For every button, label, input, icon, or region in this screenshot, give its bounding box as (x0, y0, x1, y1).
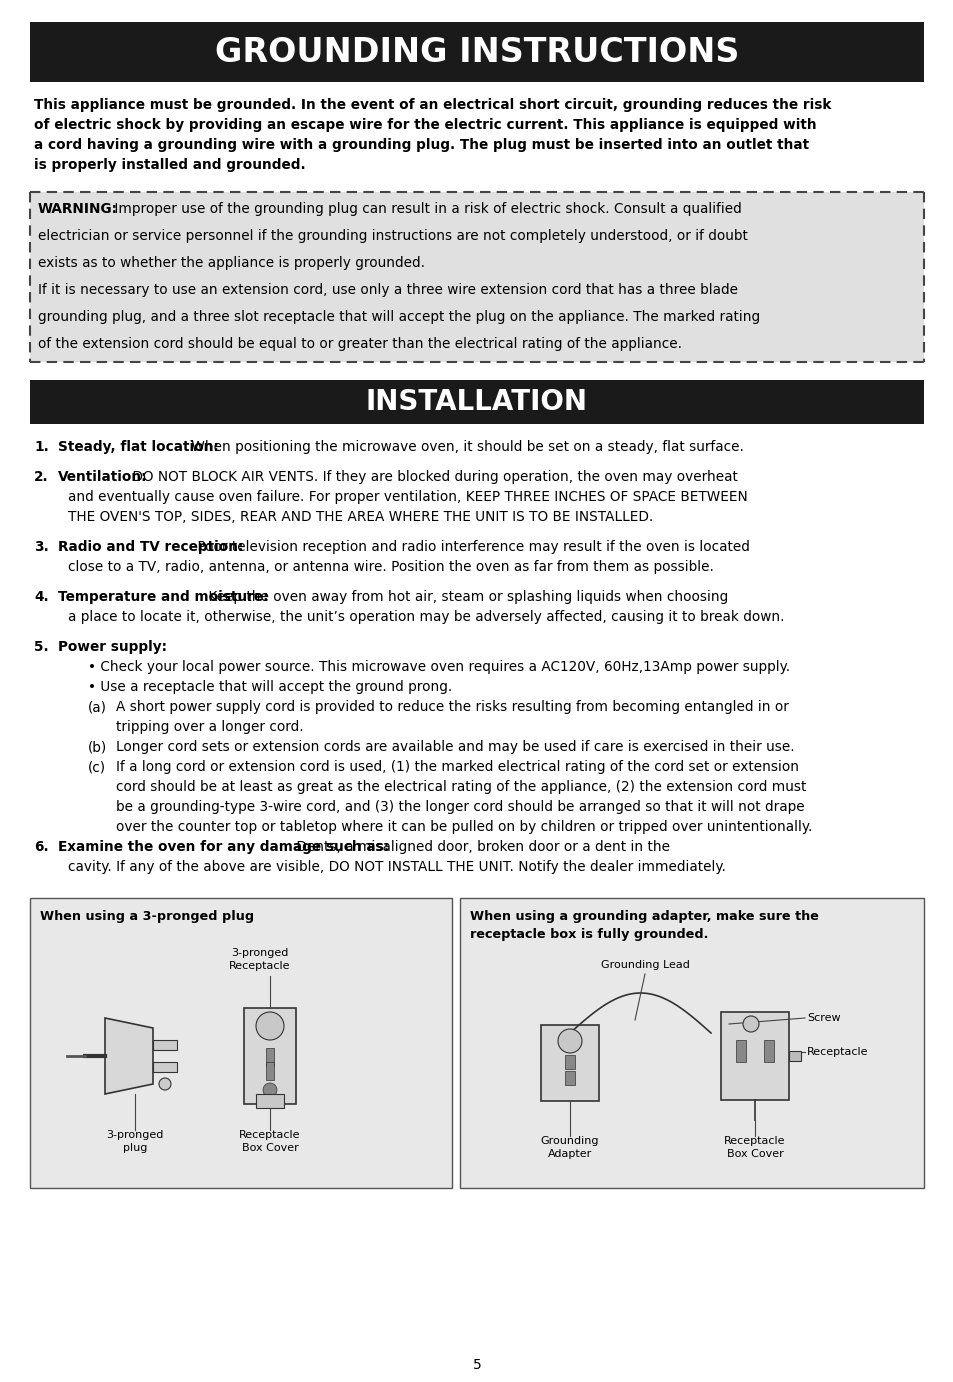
Text: When positioning the microwave oven, it should be set on a steady, flat surface.: When positioning the microwave oven, it … (187, 439, 742, 455)
Text: If a long cord or extension cord is used, (1) the marked electrical rating of th: If a long cord or extension cord is used… (116, 760, 799, 774)
Circle shape (159, 1078, 171, 1090)
Circle shape (742, 1016, 759, 1032)
Bar (152, 1041, 177, 1050)
Text: Poor television reception and radio interference may result if the oven is locat: Poor television reception and radio inte… (193, 540, 749, 554)
Bar (266, 1061, 274, 1079)
Bar (30, 380, 923, 424)
Text: INSTALLATION: INSTALLATION (366, 388, 587, 416)
Text: a place to locate it, otherwise, the unit’s operation may be adversely affected,: a place to locate it, otherwise, the uni… (68, 609, 783, 625)
Text: 3.: 3. (34, 540, 49, 554)
Text: Dents, a misaligned door, broken door or a dent in the: Dents, a misaligned door, broken door or… (292, 840, 669, 854)
Text: • Use a receptacle that will accept the ground prong.: • Use a receptacle that will accept the … (88, 680, 452, 694)
Text: 1.: 1. (34, 439, 49, 455)
Polygon shape (105, 1019, 152, 1095)
Text: 2.: 2. (34, 470, 49, 484)
Text: If it is necessary to use an extension cord, use only a three wire extension cor: If it is necessary to use an extension c… (38, 283, 738, 297)
Text: electrician or service personnel if the grounding instructions are not completel: electrician or service personnel if the … (38, 229, 747, 243)
Text: close to a TV, radio, antenna, or antenna wire. Position the oven as far from th: close to a TV, radio, antenna, or antenn… (68, 560, 713, 574)
Text: WARNING:: WARNING: (38, 202, 118, 216)
Text: and eventually cause oven failure. For proper ventilation, KEEP THREE INCHES OF : and eventually cause oven failure. For p… (68, 491, 747, 504)
Text: Receptacle
Box Cover: Receptacle Box Cover (239, 1130, 300, 1153)
Text: A short power supply cord is provided to reduce the risks resulting from becomin: A short power supply cord is provided to… (116, 701, 788, 714)
Bar (720, 1012, 788, 1100)
Text: Grounding Lead: Grounding Lead (600, 960, 689, 970)
Bar (255, 1095, 284, 1108)
Bar (459, 898, 923, 1189)
Text: Improper use of the grounding plug can result in a risk of electric shock. Consu: Improper use of the grounding plug can r… (110, 202, 741, 216)
Text: over the counter top or tabletop where it can be pulled on by children or trippe: over the counter top or tabletop where i… (116, 820, 812, 833)
Circle shape (558, 1030, 581, 1053)
Text: Examine the oven for any damage such as:: Examine the oven for any damage such as: (58, 840, 389, 854)
Circle shape (255, 1012, 284, 1041)
Text: Keep the oven away from hot air, steam or splashing liquids when choosing: Keep the oven away from hot air, steam o… (204, 590, 728, 604)
Text: 3-pronged
Receptacle: 3-pronged Receptacle (229, 948, 291, 972)
Bar (540, 1025, 598, 1101)
Text: Receptacle: Receptacle (806, 1048, 867, 1057)
Text: Longer cord sets or extension cords are available and may be used if care is exe: Longer cord sets or extension cords are … (116, 739, 794, 755)
Text: Ventilation:: Ventilation: (58, 470, 148, 484)
Bar (735, 1041, 745, 1061)
Text: Steady, flat location:: Steady, flat location: (58, 439, 218, 455)
Text: 5.: 5. (34, 640, 49, 654)
Text: Temperature and moisture:: Temperature and moisture: (58, 590, 268, 604)
Text: (c): (c) (88, 760, 106, 774)
Text: Power supply:: Power supply: (58, 640, 167, 654)
Text: of the extension cord should be equal to or greater than the electrical rating o: of the extension cord should be equal to… (38, 337, 681, 351)
Circle shape (263, 1083, 276, 1097)
Text: This appliance must be grounded. In the event of an electrical short circuit, gr: This appliance must be grounded. In the … (34, 98, 830, 112)
Text: Grounding
Adapter: Grounding Adapter (540, 1136, 598, 1159)
Text: (b): (b) (88, 739, 107, 755)
Text: is properly installed and grounded.: is properly installed and grounded. (34, 158, 305, 171)
Text: tripping over a longer cord.: tripping over a longer cord. (116, 720, 303, 734)
Bar (564, 1054, 575, 1070)
Bar (30, 898, 452, 1189)
Text: 6.: 6. (34, 840, 49, 854)
Text: 5: 5 (472, 1359, 481, 1372)
Text: a cord having a grounding wire with a grounding plug. The plug must be inserted : a cord having a grounding wire with a gr… (34, 138, 808, 152)
Text: grounding plug, and a three slot receptacle that will accept the plug on the app: grounding plug, and a three slot recepta… (38, 310, 760, 323)
Bar (30, 22, 923, 82)
Text: (a): (a) (88, 701, 107, 714)
Bar (244, 1007, 295, 1104)
Text: be a grounding-type 3-wire cord, and (3) the longer cord should be arranged so t: be a grounding-type 3-wire cord, and (3)… (116, 800, 803, 814)
Bar (788, 1050, 801, 1061)
Bar (266, 1048, 274, 1066)
Text: Radio and TV reception:: Radio and TV reception: (58, 540, 243, 554)
Bar (564, 1071, 575, 1085)
Text: THE OVEN'S TOP, SIDES, REAR AND THE AREA WHERE THE UNIT IS TO BE INSTALLED.: THE OVEN'S TOP, SIDES, REAR AND THE AREA… (68, 510, 653, 524)
Text: Screw: Screw (806, 1013, 840, 1023)
Text: 4.: 4. (34, 590, 49, 604)
Text: DO NOT BLOCK AIR VENTS. If they are blocked during operation, the oven may overh: DO NOT BLOCK AIR VENTS. If they are bloc… (128, 470, 738, 484)
Text: of electric shock by providing an escape wire for the electric current. This app: of electric shock by providing an escape… (34, 117, 816, 133)
Text: When using a grounding adapter, make sure the
receptacle box is fully grounded.: When using a grounding adapter, make sur… (470, 909, 818, 941)
Text: exists as to whether the appliance is properly grounded.: exists as to whether the appliance is pr… (38, 256, 424, 269)
Text: GROUNDING INSTRUCTIONS: GROUNDING INSTRUCTIONS (214, 36, 739, 69)
Text: • Check your local power source. This microwave oven requires a AC120V, 60Hz,13A: • Check your local power source. This mi… (88, 661, 789, 674)
Text: When using a 3-pronged plug: When using a 3-pronged plug (40, 909, 253, 923)
Text: Receptacle
Box Cover: Receptacle Box Cover (723, 1136, 785, 1159)
Text: 3-pronged
plug: 3-pronged plug (106, 1130, 164, 1153)
Bar (30, 192, 923, 362)
Bar (152, 1061, 177, 1072)
Text: cavity. If any of the above are visible, DO NOT INSTALL THE UNIT. Notify the dea: cavity. If any of the above are visible,… (68, 860, 725, 873)
Bar (763, 1041, 773, 1061)
Text: cord should be at least as great as the electrical rating of the appliance, (2) : cord should be at least as great as the … (116, 779, 805, 795)
